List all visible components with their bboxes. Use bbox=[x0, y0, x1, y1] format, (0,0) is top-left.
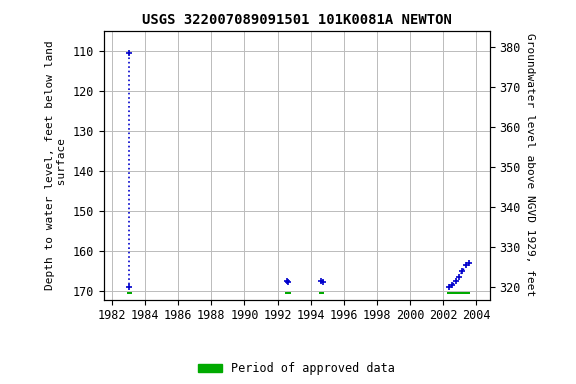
Legend: Period of approved data: Period of approved data bbox=[194, 357, 400, 380]
Bar bbox=[127, 291, 131, 294]
Bar bbox=[319, 291, 324, 294]
Y-axis label: Depth to water level, feet below land
 surface: Depth to water level, feet below land su… bbox=[46, 40, 67, 290]
Y-axis label: Groundwater level above NGVD 1929, feet: Groundwater level above NGVD 1929, feet bbox=[525, 33, 535, 297]
Bar bbox=[448, 291, 470, 294]
Bar bbox=[285, 291, 291, 294]
Title: USGS 322007089091501 101K0081A NEWTON: USGS 322007089091501 101K0081A NEWTON bbox=[142, 13, 452, 27]
